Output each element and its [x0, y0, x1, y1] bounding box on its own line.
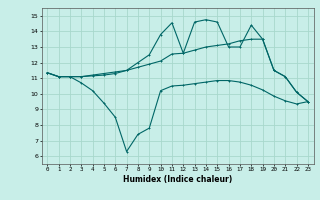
X-axis label: Humidex (Indice chaleur): Humidex (Indice chaleur)	[123, 175, 232, 184]
